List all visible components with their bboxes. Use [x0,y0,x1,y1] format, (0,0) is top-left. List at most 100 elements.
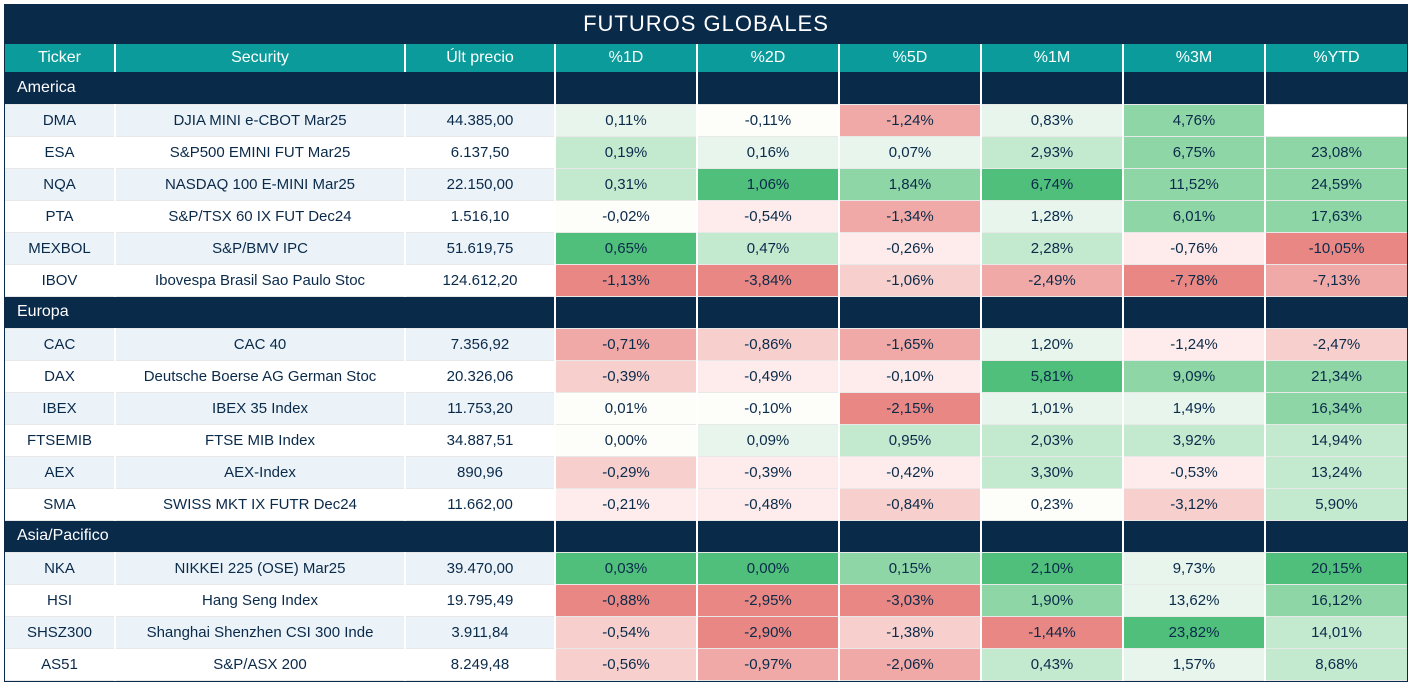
table-row: IBEXIBEX 35 Index11.753,200,01%-0,10%-2,… [5,392,1407,424]
cell-ticker: PTA [5,200,115,232]
cell-pct: 0,19% [555,136,697,168]
cell-pct: -7,78% [1123,264,1265,296]
cell-ticker: HSI [5,584,115,616]
cell-pct: 16,12% [1265,584,1407,616]
cell-pct: 0,01% [555,392,697,424]
cell-pct: -2,95% [697,584,839,616]
cell-pct: -0,02% [555,200,697,232]
cell-pct: -3,03% [839,584,981,616]
cell-pct: 1,90% [981,584,1123,616]
cell-pct: 6,01% [1123,200,1265,232]
col-header-2: Últ precio [405,44,555,72]
table-row: NKANIKKEI 225 (OSE) Mar2539.470,000,03%0… [5,552,1407,584]
cell-pct: 0,43% [981,648,1123,680]
cell-pct: 5,81% [981,360,1123,392]
region-blank [555,296,697,328]
cell-security: Shanghai Shenzhen CSI 300 Inde [115,616,405,648]
cell-pct: 2,03% [981,424,1123,456]
cell-pct: 21,34% [1265,360,1407,392]
cell-pct: 23,08% [1265,136,1407,168]
table-row: NQANASDAQ 100 E-MINI Mar2522.150,000,31%… [5,168,1407,200]
cell-price: 20.326,06 [405,360,555,392]
col-header-4: %2D [697,44,839,72]
cell-pct: 0,00% [555,424,697,456]
region-blank [555,72,697,104]
cell-pct: 0,03% [555,552,697,584]
col-header-3: %1D [555,44,697,72]
cell-pct: 6,74% [981,168,1123,200]
cell-pct: -1,24% [1123,328,1265,360]
table-title: FUTUROS GLOBALES [5,5,1407,44]
cell-security: S&P500 EMINI FUT Mar25 [115,136,405,168]
cell-security: Ibovespa Brasil Sao Paulo Stoc [115,264,405,296]
cell-pct: 16,34% [1265,392,1407,424]
cell-pct: 0,00% [697,552,839,584]
cell-pct: -0,71% [555,328,697,360]
cell-pct: 1,01% [981,392,1123,424]
region-blank [1123,520,1265,552]
table-row: FTSEMIBFTSE MIB Index34.887,510,00%0,09%… [5,424,1407,456]
cell-pct: -1,65% [839,328,981,360]
cell-ticker: FTSEMIB [5,424,115,456]
table-row: DMADJIA MINI e-CBOT Mar2544.385,000,11%-… [5,104,1407,136]
cell-price: 39.470,00 [405,552,555,584]
region-blank [697,72,839,104]
cell-pct: 0,09% [697,424,839,456]
cell-ticker: CAC [5,328,115,360]
cell-pct: -1,38% [839,616,981,648]
cell-price: 890,96 [405,456,555,488]
cell-pct: 0,23% [981,488,1123,520]
cell-pct [1265,104,1407,136]
cell-pct: -3,84% [697,264,839,296]
cell-pct: 0,95% [839,424,981,456]
cell-pct: -1,24% [839,104,981,136]
cell-price: 11.662,00 [405,488,555,520]
cell-security: DJIA MINI e-CBOT Mar25 [115,104,405,136]
cell-security: S&P/TSX 60 IX FUT Dec24 [115,200,405,232]
cell-pct: 0,15% [839,552,981,584]
region-blank [1123,72,1265,104]
futures-table: TickerSecurityÚlt precio%1D%2D%5D%1M%3M%… [5,44,1407,681]
cell-pct: 1,28% [981,200,1123,232]
region-blank [697,296,839,328]
cell-pct: -0,56% [555,648,697,680]
cell-security: S&P/ASX 200 [115,648,405,680]
cell-security: S&P/BMV IPC [115,232,405,264]
cell-price: 3.911,84 [405,616,555,648]
cell-pct: 11,52% [1123,168,1265,200]
cell-ticker: IBOV [5,264,115,296]
cell-pct: 17,63% [1265,200,1407,232]
cell-ticker: NQA [5,168,115,200]
table-row: IBOVIbovespa Brasil Sao Paulo Stoc124.61… [5,264,1407,296]
region-row: Asia/Pacifico [5,520,1407,552]
region-blank [1265,296,1407,328]
cell-pct: 1,49% [1123,392,1265,424]
cell-pct: -0,42% [839,456,981,488]
cell-pct: -2,06% [839,648,981,680]
cell-pct: 2,93% [981,136,1123,168]
cell-pct: 0,07% [839,136,981,168]
cell-pct: 4,76% [1123,104,1265,136]
cell-security: CAC 40 [115,328,405,360]
cell-pct: -0,10% [697,392,839,424]
cell-pct: 1,06% [697,168,839,200]
cell-pct: 0,16% [697,136,839,168]
region-blank [981,72,1123,104]
cell-pct: 0,11% [555,104,697,136]
cell-security: NASDAQ 100 E-MINI Mar25 [115,168,405,200]
cell-pct: 2,10% [981,552,1123,584]
cell-pct: 2,28% [981,232,1123,264]
cell-pct: 20,15% [1265,552,1407,584]
cell-ticker: DMA [5,104,115,136]
cell-price: 6.137,50 [405,136,555,168]
cell-security: AEX-Index [115,456,405,488]
cell-security: IBEX 35 Index [115,392,405,424]
cell-pct: 23,82% [1123,616,1265,648]
cell-pct: -0,39% [697,456,839,488]
cell-pct: -2,15% [839,392,981,424]
cell-price: 124.612,20 [405,264,555,296]
cell-price: 8.249,48 [405,648,555,680]
cell-price: 22.150,00 [405,168,555,200]
cell-security: SWISS MKT IX FUTR Dec24 [115,488,405,520]
table-row: AEXAEX-Index890,96-0,29%-0,39%-0,42%3,30… [5,456,1407,488]
